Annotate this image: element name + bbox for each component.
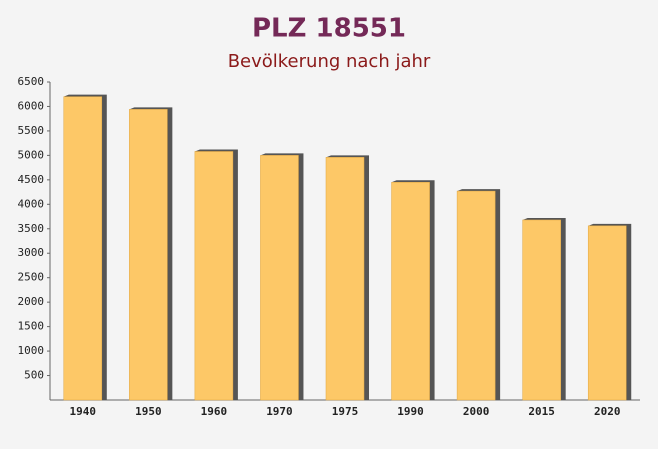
x-tick-label: 1970	[266, 405, 293, 418]
bar-shadow	[260, 153, 304, 400]
bar-shadow	[457, 189, 501, 400]
x-tick-label: 2020	[594, 405, 621, 418]
x-tick-label: 2000	[463, 405, 490, 418]
bar-shadow	[391, 180, 435, 400]
y-tick-label: 1500	[18, 320, 45, 333]
x-tick-label: 1940	[70, 405, 97, 418]
bar-shadow	[325, 155, 370, 400]
chart-title: PLZ 18551	[252, 14, 406, 44]
bar	[456, 190, 496, 401]
x-tick-label: 1950	[135, 405, 162, 418]
x-tick-label: 2015	[528, 405, 555, 418]
bar	[522, 219, 561, 401]
y-tick-label: 2000	[18, 295, 45, 308]
bar	[587, 225, 627, 401]
y-tick-label: 5500	[18, 124, 45, 137]
y-tick-label: 500	[24, 369, 44, 382]
bar-shadow	[129, 107, 173, 401]
y-tick-label: 6000	[18, 99, 45, 112]
bar	[260, 155, 299, 401]
y-tick-label: 5000	[18, 148, 45, 161]
bar	[325, 157, 365, 401]
y-tick-label: 4500	[18, 173, 45, 186]
chart-subtitle: Bevölkerung nach jahr	[228, 51, 431, 72]
bar-shadow	[63, 94, 107, 400]
bar	[129, 109, 168, 401]
bar-shadow	[588, 223, 632, 400]
bar	[194, 151, 234, 401]
x-tick-label: 1960	[201, 405, 228, 418]
y-tick-label: 2500	[18, 271, 45, 284]
bar	[63, 96, 103, 401]
y-tick-label: 4000	[18, 197, 45, 210]
x-tick-label: 1990	[397, 405, 424, 418]
bar-shadow	[522, 217, 566, 400]
y-tick-label: 6500	[18, 75, 45, 88]
y-tick-label: 3000	[18, 246, 45, 259]
x-tick-label: 1975	[332, 405, 359, 418]
y-tick-label: 1000	[18, 344, 45, 357]
y-tick-label: 3500	[18, 222, 45, 235]
bar	[391, 182, 430, 401]
bar-shadow	[194, 149, 238, 400]
